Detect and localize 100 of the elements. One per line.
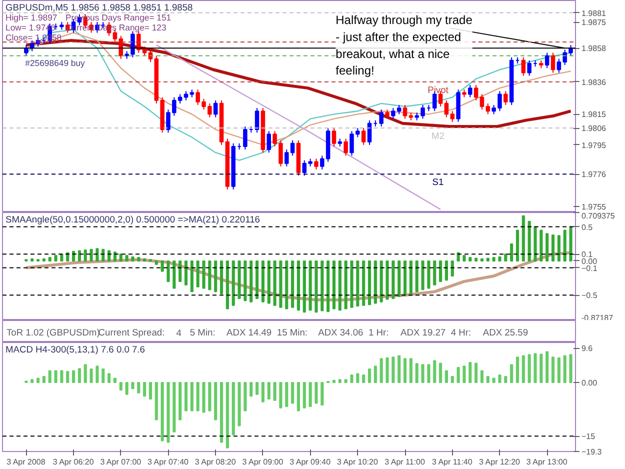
bar xyxy=(486,376,490,384)
bar xyxy=(78,368,81,384)
bar xyxy=(108,373,111,384)
bar xyxy=(238,260,241,300)
bar xyxy=(421,364,424,384)
candlestick xyxy=(266,130,271,154)
bar xyxy=(60,370,64,384)
bar xyxy=(226,382,229,448)
bar xyxy=(398,260,401,297)
x-tick-label: 3 Apr 08:20 xyxy=(194,458,236,466)
bar xyxy=(546,351,549,384)
candlestick xyxy=(254,108,260,134)
text: 5 Min: xyxy=(190,328,216,338)
bar xyxy=(66,370,70,384)
y-tick-label: −19.3 xyxy=(582,448,602,456)
candlestick xyxy=(468,84,472,98)
bar xyxy=(540,354,543,384)
bar xyxy=(439,260,442,282)
bar xyxy=(54,370,58,384)
bar xyxy=(439,362,442,384)
bar xyxy=(232,382,235,436)
candlestick xyxy=(361,128,366,146)
bar xyxy=(113,252,117,262)
candlestick xyxy=(178,94,182,104)
bar xyxy=(332,380,336,384)
bar xyxy=(119,382,122,391)
bar xyxy=(528,354,531,384)
bar xyxy=(498,374,502,384)
candlestick xyxy=(402,104,408,120)
x-tick-label: 3 Apr 09:40 xyxy=(290,458,332,466)
bar xyxy=(285,260,288,310)
bar xyxy=(403,260,407,296)
candlestick xyxy=(521,56,526,76)
bar xyxy=(350,260,354,308)
bar xyxy=(409,358,412,384)
y-tick-label: −0.1 xyxy=(582,264,598,273)
candlestick xyxy=(142,46,147,56)
candlestick xyxy=(474,84,478,101)
bar xyxy=(474,362,478,384)
bar xyxy=(84,250,87,262)
x-tick-label: 3 Apr 09:00 xyxy=(242,458,284,466)
bar xyxy=(232,260,235,306)
bar xyxy=(296,260,300,311)
bar xyxy=(250,382,253,397)
bar xyxy=(131,382,134,390)
bar xyxy=(427,260,430,289)
bar xyxy=(244,260,247,302)
bar xyxy=(30,258,34,262)
bar xyxy=(154,382,158,420)
bar xyxy=(291,260,294,308)
bar xyxy=(220,382,224,443)
candlestick xyxy=(208,102,212,118)
bar xyxy=(392,260,395,300)
bar xyxy=(143,382,146,397)
bar xyxy=(166,382,170,443)
bar xyxy=(202,260,206,289)
bar xyxy=(338,379,342,384)
candlestick xyxy=(486,102,490,115)
bar xyxy=(113,378,117,384)
y-tick-label: 1.9858 xyxy=(582,44,607,54)
bar xyxy=(498,256,502,262)
bar xyxy=(492,378,496,384)
bar xyxy=(480,370,484,384)
bar xyxy=(244,382,247,412)
bar xyxy=(196,260,200,288)
bar xyxy=(226,260,229,310)
bar xyxy=(256,260,259,300)
x-tick-label: 3 Apr 11:40 xyxy=(432,458,473,466)
annotation: High= 1.9897 xyxy=(6,12,58,22)
candlestick xyxy=(504,90,508,106)
bar xyxy=(386,260,389,300)
bar xyxy=(462,366,466,384)
bar xyxy=(320,260,324,312)
bar xyxy=(296,382,300,412)
y-tick-label: 0.00 xyxy=(582,256,598,266)
x-tick-label: 3 Apr 13:00 xyxy=(526,458,568,466)
bar xyxy=(267,382,270,400)
bar xyxy=(332,260,336,310)
bar xyxy=(184,382,188,412)
text: ADX 14.49 xyxy=(226,328,272,338)
bar xyxy=(36,378,40,384)
bar xyxy=(362,374,366,384)
bar xyxy=(279,382,282,408)
candlestick xyxy=(314,158,318,170)
bar xyxy=(160,382,164,442)
text: ADX 25.59 xyxy=(482,328,528,338)
x-tick-label: 3 Apr 07:00 xyxy=(100,458,142,466)
chart-title: MACD H4-300(5,13,1) 7.6 0.0 7.6 xyxy=(6,344,145,354)
bar xyxy=(208,382,212,412)
bar xyxy=(380,358,383,384)
bar xyxy=(119,254,122,262)
bar xyxy=(356,373,360,384)
bar xyxy=(569,226,572,262)
bar xyxy=(314,382,318,404)
candlestick xyxy=(344,138,348,156)
bar xyxy=(433,360,436,384)
bar xyxy=(154,260,158,265)
bar xyxy=(137,257,140,262)
bar xyxy=(84,364,87,384)
x-tick-label: 3 Apr 11:00 xyxy=(384,458,426,466)
